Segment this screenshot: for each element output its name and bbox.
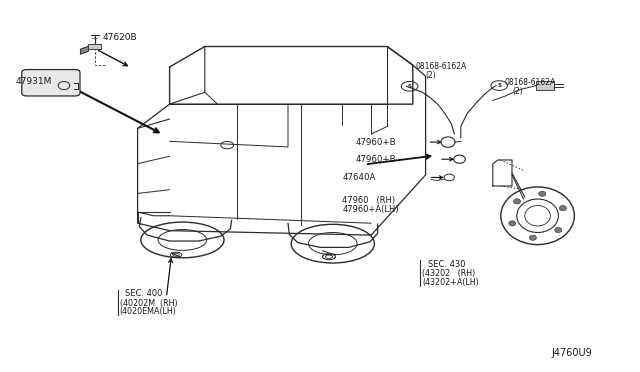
- Text: 47931M: 47931M: [16, 77, 52, 86]
- Text: 47960+B: 47960+B: [355, 155, 396, 164]
- Ellipse shape: [555, 228, 562, 233]
- Text: SEC. 400: SEC. 400: [125, 289, 162, 298]
- Bar: [536, 81, 554, 90]
- Ellipse shape: [509, 221, 516, 226]
- Ellipse shape: [559, 205, 566, 211]
- Text: 47960   (RH): 47960 (RH): [342, 196, 396, 205]
- Text: (2): (2): [425, 71, 436, 80]
- Text: 08168-6162A: 08168-6162A: [504, 78, 556, 87]
- Polygon shape: [81, 46, 88, 54]
- Text: (40202M  (RH): (40202M (RH): [120, 299, 177, 308]
- Text: 47620B: 47620B: [102, 33, 137, 42]
- Text: (4020EMA(LH): (4020EMA(LH): [120, 307, 177, 316]
- Text: J4760U9: J4760U9: [552, 348, 593, 357]
- Text: SEC. 430: SEC. 430: [428, 260, 465, 269]
- Text: 47960+A(LH): 47960+A(LH): [342, 205, 399, 214]
- Text: S: S: [497, 83, 501, 88]
- Text: S: S: [408, 84, 412, 89]
- FancyBboxPatch shape: [22, 70, 80, 96]
- Ellipse shape: [529, 235, 536, 240]
- Ellipse shape: [513, 199, 520, 204]
- Ellipse shape: [539, 191, 546, 196]
- Text: 08168-6162A: 08168-6162A: [416, 62, 467, 71]
- Text: (43202+A(LH): (43202+A(LH): [422, 278, 479, 287]
- Text: 47640A: 47640A: [342, 173, 376, 182]
- Bar: [88, 44, 101, 49]
- Text: (2): (2): [512, 87, 523, 96]
- Text: (43202   (RH): (43202 (RH): [422, 269, 476, 278]
- Text: 47960+B: 47960+B: [355, 138, 396, 147]
